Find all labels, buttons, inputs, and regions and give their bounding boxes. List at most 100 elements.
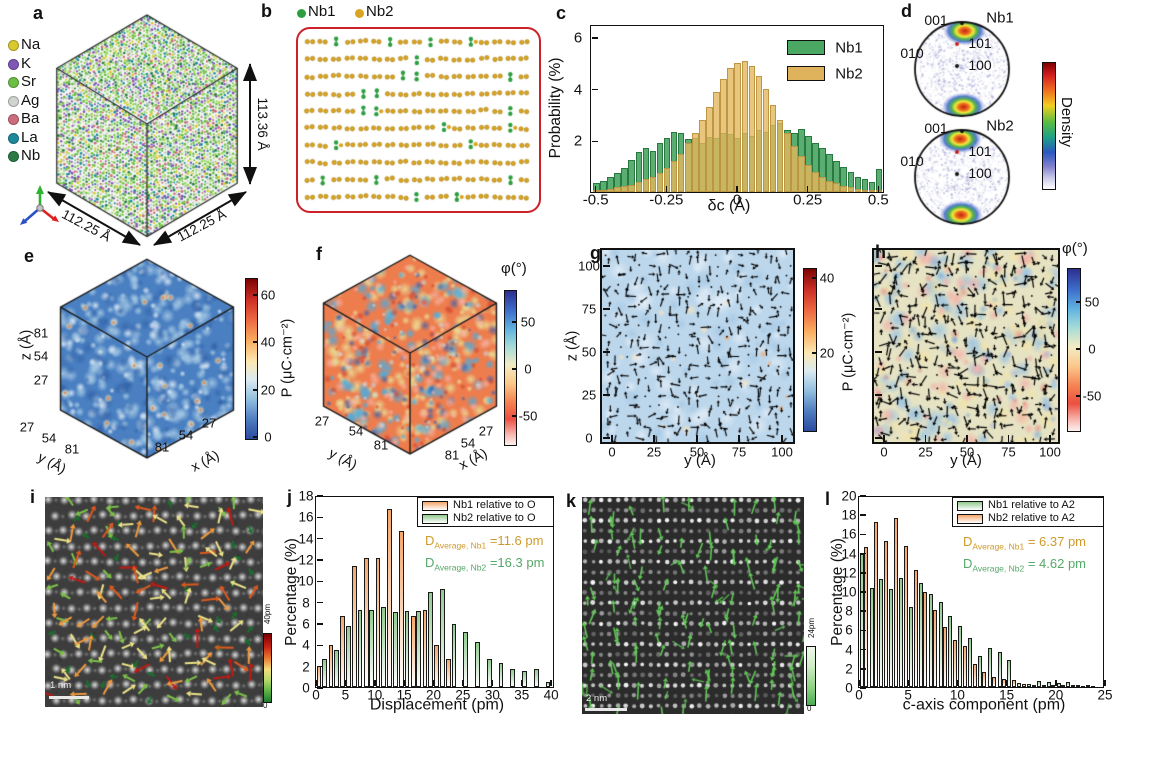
e-y-tick: 81 — [64, 441, 80, 457]
element-swatch-Nb — [8, 151, 19, 162]
hist-bar — [859, 553, 864, 687]
tick-mark — [874, 308, 882, 310]
pole-title-Nb1: Nb1 — [986, 9, 1014, 27]
c-legend-swatch — [787, 40, 825, 55]
hist-bar — [1012, 679, 1016, 687]
hist-bar — [720, 78, 727, 192]
hist-bar — [410, 615, 416, 687]
pole-label-001: 001 — [924, 120, 948, 136]
tick-mark — [316, 495, 323, 497]
tick-mark — [736, 186, 738, 192]
hist-bar — [875, 190, 883, 192]
hist-bar — [635, 182, 643, 192]
hist-bar — [387, 509, 393, 687]
element-swatch-Ag — [8, 96, 19, 107]
tick-mark — [316, 580, 323, 583]
hist-bar — [1066, 681, 1071, 687]
g-y-tick: 50 — [581, 344, 597, 360]
hist-bar — [416, 610, 422, 687]
y-tick-label: 6 — [302, 616, 310, 632]
pole-figures — [910, 14, 1016, 230]
x-tick-label: 10 — [367, 687, 383, 703]
e-y-tick: 27 — [19, 419, 35, 435]
tick-mark — [907, 680, 909, 686]
tick-mark — [806, 186, 809, 192]
tick-mark — [316, 665, 323, 668]
element-label-Na: Na — [21, 36, 41, 53]
h-cb-tick: 50 — [1084, 294, 1100, 310]
f-colorbar-title: φ(°) — [501, 260, 527, 277]
hist-bar — [670, 161, 678, 192]
f-colorbar — [504, 290, 517, 446]
hist-legend: Nb1 relative to O Nb2 relative to O — [417, 497, 554, 527]
tick-mark — [594, 186, 597, 192]
hist-bar — [1017, 682, 1022, 687]
tick-mark — [1076, 301, 1081, 303]
hist-bar — [762, 89, 770, 192]
f-y-tick: 54 — [348, 423, 364, 439]
tick-mark — [316, 601, 323, 604]
hist-bar — [884, 541, 889, 687]
hist-bar — [345, 625, 351, 687]
hist-bar — [755, 76, 763, 192]
tick-mark — [591, 88, 598, 91]
tick-mark — [316, 687, 323, 689]
h-cb-tick: -50 — [1082, 388, 1102, 404]
tick-mark — [859, 514, 866, 516]
hist-bar — [854, 188, 862, 192]
hist-bar — [446, 658, 451, 687]
phase-vector-map — [874, 250, 1058, 442]
x-tick-label: 20 — [426, 687, 442, 703]
hist-bar — [864, 547, 869, 687]
c-y-tick-label: 2 — [573, 132, 583, 150]
hist-bar — [1007, 659, 1012, 687]
pole-label-001: 001 — [924, 12, 948, 28]
hist-bar — [352, 565, 357, 687]
element-label-K: K — [21, 55, 32, 72]
tick-mark — [1005, 680, 1008, 686]
panel-label-l: l — [825, 489, 831, 509]
g-y-tick: 100 — [578, 258, 600, 274]
hist-bar — [340, 615, 345, 687]
tick-mark — [602, 394, 610, 396]
b-legend-swatch-Nb1 — [297, 9, 306, 18]
g-x-tick: 50 — [689, 444, 705, 460]
tick-mark — [812, 277, 817, 279]
i-colorbar-top-label: 40pm — [262, 603, 272, 625]
average-annotation: DAverage, Nb2 =16.3 pm — [425, 555, 545, 573]
plot-frame — [600, 248, 795, 444]
tick-mark — [253, 294, 258, 296]
panel-label-b: b — [261, 1, 272, 21]
tick-mark — [316, 516, 323, 519]
hist-bar — [422, 609, 428, 687]
y-tick-label: 8 — [302, 595, 310, 611]
hist-bar — [439, 589, 445, 687]
y-tick-label: 4 — [845, 642, 853, 658]
hist-bar — [677, 153, 685, 192]
hist-bar — [819, 176, 826, 192]
f-cb-tick: 0 — [524, 361, 532, 377]
tick-mark — [403, 680, 405, 686]
g-x-tick: 75 — [731, 444, 747, 460]
tick-mark — [859, 591, 866, 593]
h-colorbar — [1067, 268, 1081, 432]
hist-bar — [727, 68, 734, 192]
g-y-axis-label: z (Å) — [564, 330, 581, 362]
legend-swatch — [422, 514, 448, 524]
l-x-axis-label: c-axis component (pm) — [902, 696, 1066, 714]
tick-mark — [653, 435, 655, 442]
hist-bar — [375, 558, 381, 687]
f-y-tick: 81 — [373, 437, 389, 453]
hist-bar — [1036, 680, 1041, 687]
hist-bar — [369, 609, 375, 687]
hist-bar — [943, 626, 948, 687]
x-tick-label: 5 — [341, 687, 350, 703]
tick-mark — [966, 435, 968, 442]
e-z-tick: 81 — [33, 325, 49, 341]
e-z-tick: 27 — [33, 372, 49, 388]
hist-bar — [684, 143, 692, 192]
y-tick-label: 2 — [845, 661, 853, 677]
hist-bar — [463, 631, 469, 687]
hist-bar — [404, 610, 410, 687]
plot-frame — [872, 248, 1060, 444]
